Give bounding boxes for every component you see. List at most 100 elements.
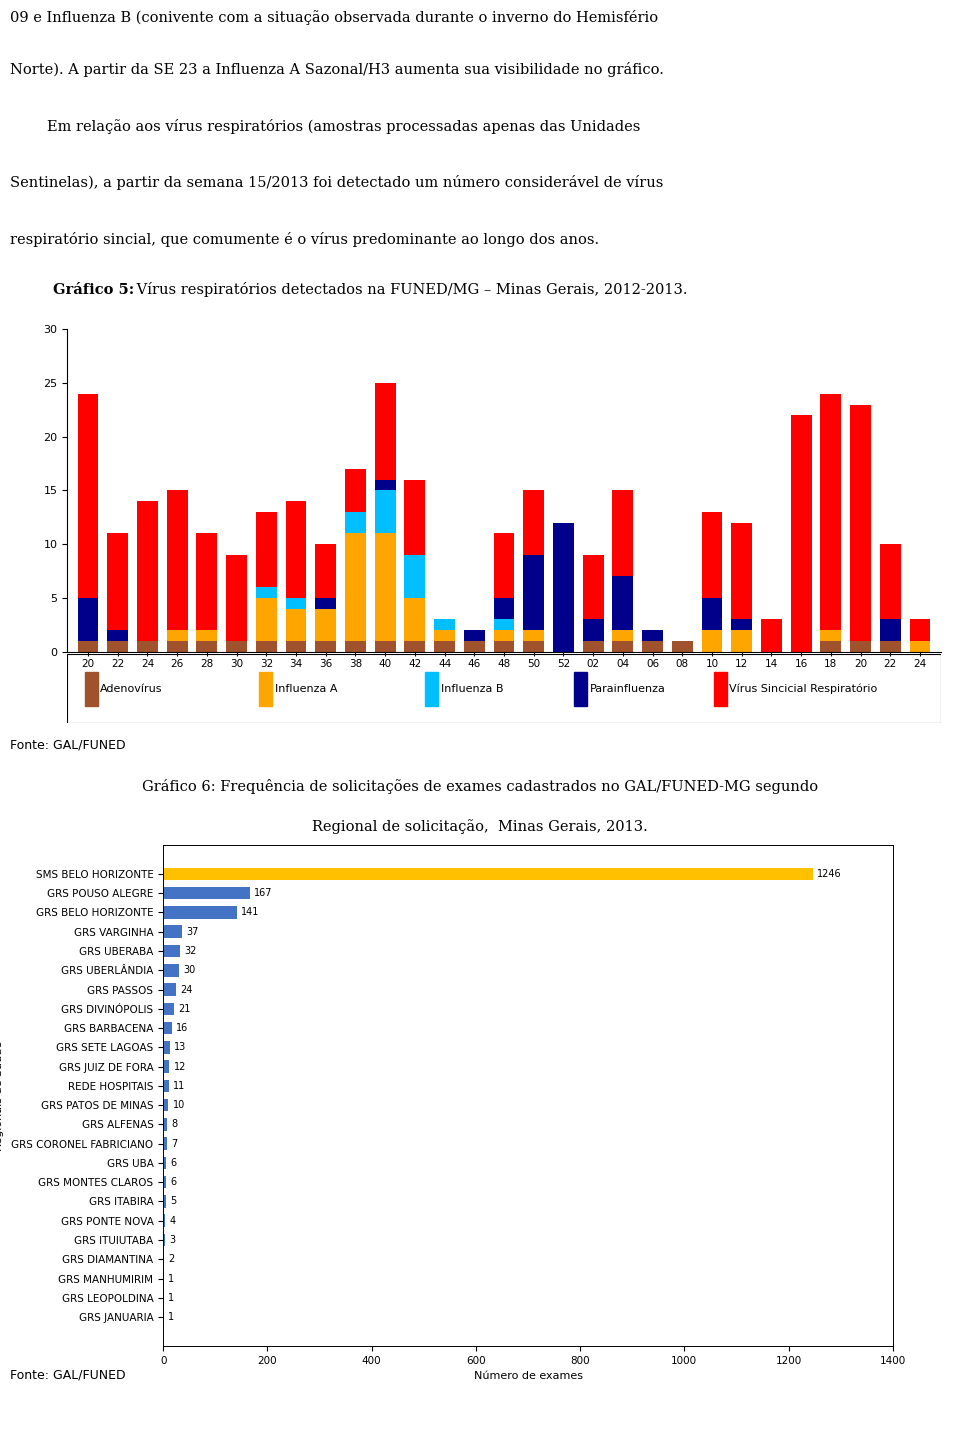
Bar — [137, 640, 157, 652]
Bar — [523, 640, 544, 652]
Text: 167: 167 — [254, 888, 273, 898]
Bar — [137, 501, 157, 640]
Text: 141: 141 — [241, 908, 259, 918]
Bar — [493, 619, 515, 630]
Bar — [642, 640, 663, 652]
Bar — [523, 490, 544, 554]
Text: 7: 7 — [171, 1138, 178, 1148]
Bar — [108, 630, 128, 640]
Bar — [583, 554, 604, 619]
Bar — [345, 640, 366, 652]
Bar — [286, 640, 306, 652]
Bar — [374, 490, 396, 533]
Bar — [702, 630, 722, 652]
Text: 16: 16 — [176, 1022, 188, 1032]
Bar — [163, 1196, 166, 1207]
Bar — [374, 480, 396, 490]
Bar — [256, 597, 276, 640]
Bar — [910, 619, 930, 640]
Bar — [732, 630, 752, 652]
Bar — [493, 630, 515, 640]
Text: 5: 5 — [170, 1197, 177, 1206]
Bar — [256, 640, 276, 652]
Bar — [315, 640, 336, 652]
Bar — [672, 640, 693, 652]
Text: Norte). A partir da SE 23 a Influenza A Sazonal/H3 aumenta sua visibilidade no g: Norte). A partir da SE 23 a Influenza A … — [10, 62, 663, 77]
Text: 6: 6 — [171, 1158, 177, 1169]
Bar — [286, 501, 306, 597]
Bar — [167, 630, 187, 640]
Bar — [163, 1234, 165, 1246]
Bar — [163, 906, 237, 919]
Bar — [880, 619, 900, 640]
Bar — [163, 868, 812, 881]
Text: 10: 10 — [173, 1100, 185, 1110]
Bar — [851, 640, 871, 652]
Text: Fonte: GAL/FUNED: Fonte: GAL/FUNED — [10, 1368, 125, 1382]
Bar — [404, 480, 425, 554]
Bar — [286, 609, 306, 640]
Text: 6: 6 — [171, 1177, 177, 1187]
Bar — [163, 1080, 169, 1093]
Bar — [315, 597, 336, 609]
Bar — [612, 640, 634, 652]
Text: 8: 8 — [172, 1120, 178, 1130]
Text: 09 e Influenza B (conivente com a situação observada durante o inverno do Hemisf: 09 e Influenza B (conivente com a situaç… — [10, 10, 658, 26]
Bar — [493, 597, 515, 619]
Y-axis label: Regionais de Saúde: Regionais de Saúde — [0, 1041, 5, 1150]
Text: Parainfluenza: Parainfluenza — [589, 684, 665, 693]
Bar — [78, 394, 98, 597]
Bar — [315, 544, 336, 597]
Bar — [163, 925, 182, 938]
Bar — [345, 511, 366, 533]
Bar — [163, 984, 176, 995]
Text: 1: 1 — [168, 1312, 174, 1322]
Text: Adenovírus: Adenovírus — [101, 684, 163, 693]
Bar — [163, 1002, 174, 1015]
Bar — [434, 619, 455, 630]
Bar — [163, 945, 180, 957]
Bar — [256, 511, 276, 587]
X-axis label: Número de exames: Número de exames — [473, 1372, 583, 1382]
Text: 21: 21 — [179, 1004, 191, 1014]
Text: 32: 32 — [184, 947, 197, 957]
Text: 13: 13 — [174, 1042, 186, 1053]
Bar — [702, 511, 722, 597]
Text: Fonte: GAL/FUNED: Fonte: GAL/FUNED — [10, 737, 125, 752]
Text: Gráfico 6: Frequência de solicitações de exames cadastrados no GAL/FUNED-MG segu: Gráfico 6: Frequência de solicitações de… — [142, 779, 818, 793]
Bar — [197, 640, 217, 652]
Bar — [523, 630, 544, 640]
Text: Vírus respiratórios detectados na FUNED/MG – Minas Gerais, 2012-2013.: Vírus respiratórios detectados na FUNED/… — [132, 282, 687, 298]
Bar — [374, 382, 396, 480]
Bar — [163, 886, 251, 899]
Bar — [464, 630, 485, 640]
Text: 1246: 1246 — [817, 869, 841, 879]
Bar — [227, 640, 247, 652]
Bar — [493, 533, 515, 597]
Bar — [345, 533, 366, 640]
Bar — [612, 576, 634, 630]
Bar — [583, 619, 604, 640]
Bar — [374, 640, 396, 652]
Text: 30: 30 — [183, 965, 195, 975]
Bar — [163, 1041, 170, 1054]
Bar — [163, 1022, 172, 1034]
Bar — [761, 619, 781, 652]
Text: Gráfico 5:: Gráfico 5: — [53, 284, 134, 296]
Bar — [163, 1060, 170, 1073]
Text: 1: 1 — [168, 1273, 174, 1283]
Bar — [583, 640, 604, 652]
Bar — [574, 672, 587, 706]
Bar — [374, 533, 396, 640]
Bar — [197, 630, 217, 640]
Bar — [821, 630, 841, 640]
Text: Em relação aos vírus respiratórios (amostras processadas apenas das Unidades: Em relação aos vírus respiratórios (amos… — [10, 119, 640, 133]
Bar — [821, 394, 841, 630]
Bar — [493, 640, 515, 652]
Bar — [851, 404, 871, 640]
Bar — [404, 597, 425, 640]
Text: 2: 2 — [168, 1254, 175, 1264]
Bar — [163, 1253, 164, 1266]
Text: Influenza A: Influenza A — [276, 684, 338, 693]
Bar — [425, 672, 439, 706]
